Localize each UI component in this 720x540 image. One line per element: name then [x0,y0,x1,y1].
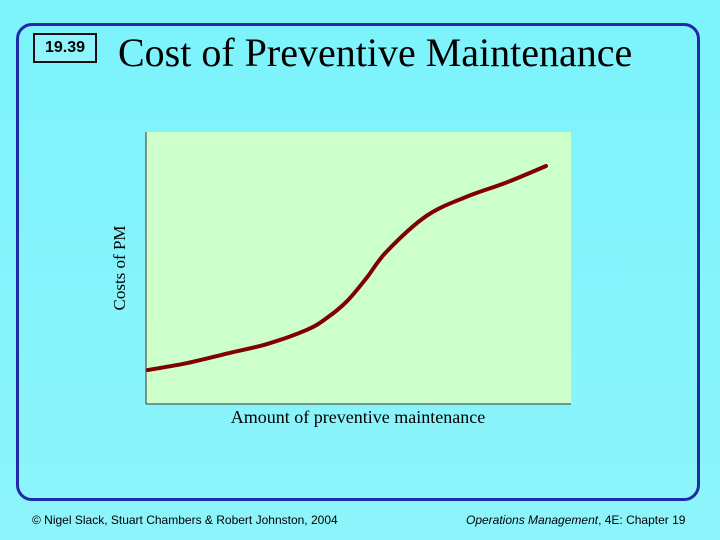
plot-area [146,132,571,404]
footer-book-title: Operations Management [466,513,599,527]
slide-title: Cost of Preventive Maintenance [118,30,633,75]
y-axis-label: Costs of PM [110,225,129,311]
x-axis-label: Amount of preventive maintenance [230,407,486,427]
slide-number-badge: 19.39 [33,33,97,63]
footer-book-reference: Operations Management, 4E: Chapter 19 [466,512,685,528]
footer-chapter: , 4E: Chapter 19 [598,513,686,527]
footer-copyright: © Nigel Slack, Stuart Chambers & Robert … [32,513,338,527]
cost-curve [146,164,548,372]
slide-frame [16,23,700,501]
